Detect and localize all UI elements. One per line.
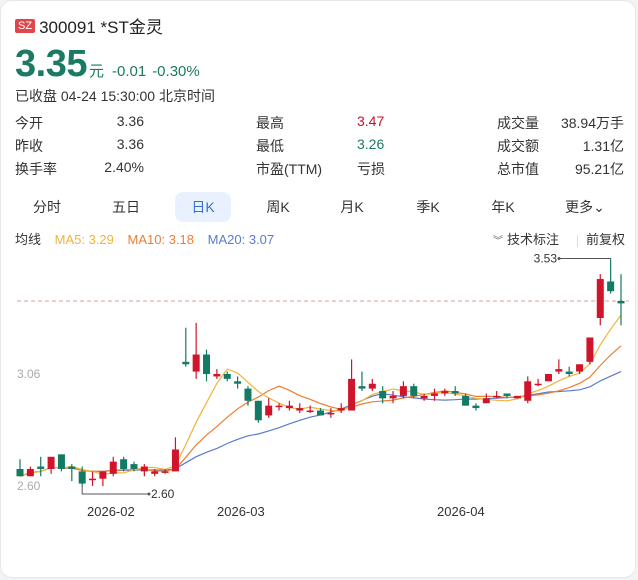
current-price: 3.35 <box>15 43 87 85</box>
stat-label-pe: 市盈(TTM) <box>256 161 323 177</box>
kline-chart[interactable]: 3.53 2.60 <box>1 251 637 501</box>
ma5-value: MA5: 3.29 <box>54 232 114 247</box>
ma20-value: MA20: 3.07 <box>207 232 275 247</box>
divider <box>576 234 578 247</box>
tab-monthly-k[interactable]: 月K <box>340 199 364 215</box>
tab-weekly-k[interactable]: 周K <box>266 199 290 215</box>
stat-value-low: 3.26 <box>357 136 385 152</box>
stat-label-low: 最低 <box>256 138 284 154</box>
tab-yearly-k[interactable]: 年K <box>491 199 515 215</box>
stat-label-prev-close: 昨收 <box>15 138 43 154</box>
stat-value-volume: 38.94万手 <box>560 115 624 131</box>
chevron-down-icon: ︾ <box>492 236 503 247</box>
tab-daily-k[interactable]: 日K <box>175 192 231 222</box>
ma-label: 均线 <box>15 232 42 247</box>
stat-label-amount: 成交额 <box>497 138 539 154</box>
price-row: 3.35 元 -0.01 -0.30% <box>15 43 206 86</box>
stat-value-open: 3.36 <box>116 113 144 129</box>
exchange-badge: SZ <box>15 18 36 33</box>
stat-value-prev-close: 3.36 <box>116 136 144 152</box>
stat-value-pe: 亏损 <box>357 161 385 177</box>
tech-annotation-label: 技术标注 <box>506 232 559 247</box>
y-tick-bottom: 2.60 <box>17 479 41 493</box>
tab-intraday[interactable]: 分时 <box>33 199 61 215</box>
stat-value-market-cap: 95.21亿 <box>574 161 624 177</box>
stat-label-turnover: 换手率 <box>15 161 57 177</box>
stat-label-volume: 成交量 <box>497 115 539 131</box>
x-tick-feb: 2026-02 <box>87 504 135 519</box>
ma10-value: MA10: 3.18 <box>127 232 195 247</box>
stat-value-turnover: 2.40% <box>104 159 144 175</box>
tab-quarterly-k[interactable]: 季K <box>416 199 440 215</box>
period-tabs: 分时 五日 日K 周K 月K 季K 年K 更多⌄ <box>11 192 631 222</box>
svg-text:2.60: 2.60 <box>151 487 175 501</box>
stock-title-row: SZ 300091 *ST金灵 <box>15 13 163 38</box>
market-status: 已收盘 04-24 15:30:00 北京时间 <box>15 88 215 104</box>
svg-text:3.53: 3.53 <box>534 252 558 266</box>
tab-five-day[interactable]: 五日 <box>112 199 140 215</box>
tab-more[interactable]: 更多⌄ <box>565 199 605 215</box>
x-tick-mar: 2026-03 <box>217 504 265 519</box>
y-tick-top: 3.06 <box>17 367 41 381</box>
stat-value-amount: 1.31亿 <box>582 138 624 154</box>
price-unit: 元 <box>88 63 104 80</box>
stat-label-market-cap: 总市值 <box>497 161 539 177</box>
stat-label-high: 最高 <box>256 115 284 131</box>
ma-legend: 均线 MA5: 3.29 MA10: 3.18 MA20: 3.07 ︾ 技术标注… <box>15 229 625 248</box>
price-change-pct: -0.30% <box>152 63 200 80</box>
tech-annotation-toggle[interactable]: ︾ 技术标注 <box>493 232 569 247</box>
x-tick-apr: 2026-04 <box>437 504 485 519</box>
price-change: -0.01 <box>111 63 147 80</box>
stock-title: 300091 *ST金灵 <box>39 18 163 37</box>
chart-options: ︾ 技术标注 前复权 <box>493 229 625 248</box>
stat-label-open: 今开 <box>15 115 43 131</box>
stat-value-high: 3.47 <box>357 113 385 129</box>
adjust-button[interactable]: 前复权 <box>585 232 625 247</box>
